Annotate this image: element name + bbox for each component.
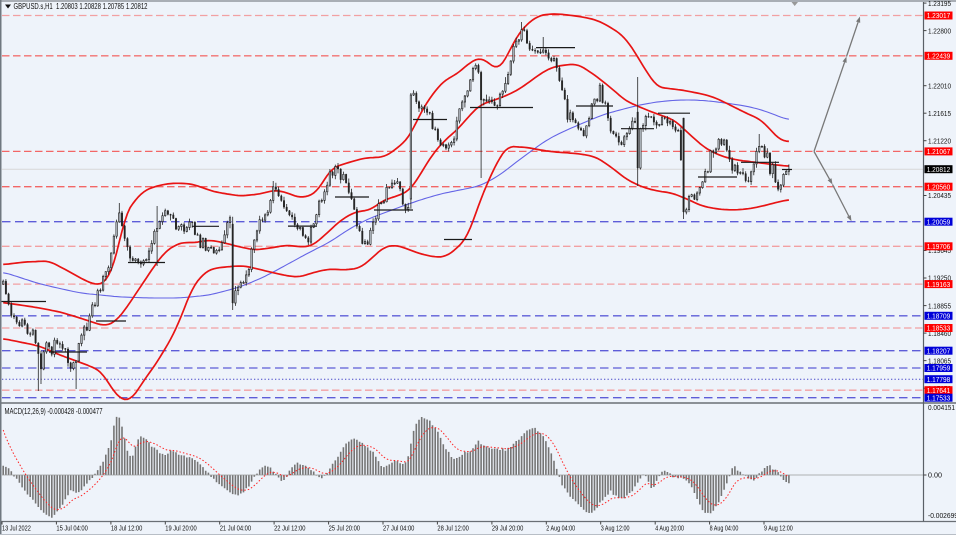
svg-text:1.22010: 1.22010	[928, 81, 951, 90]
svg-text:1.21067: 1.21067	[927, 147, 951, 156]
svg-text:1.19706: 1.19706	[927, 242, 951, 251]
svg-text:8 Aug 04:00: 8 Aug 04:00	[710, 523, 739, 532]
svg-text:29 Jul 20:00: 29 Jul 20:00	[492, 523, 523, 532]
svg-text:1.17798: 1.17798	[927, 375, 951, 384]
svg-text:1.18533: 1.18533	[927, 324, 951, 333]
svg-text:9 Aug 12:00: 9 Aug 12:00	[764, 523, 793, 532]
svg-text:1.19163: 1.19163	[927, 280, 951, 289]
svg-text:22 Jul 12:00: 22 Jul 12:00	[274, 523, 305, 532]
svg-text:1.18065: 1.18065	[928, 356, 951, 365]
svg-text:GBPUSD.s,H1 1.20803 1.20828 1: GBPUSD.s,H1 1.20803 1.20828 1.20785 1.20…	[14, 2, 148, 11]
svg-text:1.20059: 1.20059	[927, 217, 951, 226]
svg-text:1.17959: 1.17959	[927, 364, 951, 373]
svg-text:1.20560: 1.20560	[927, 182, 951, 191]
svg-text:1.18207: 1.18207	[927, 346, 951, 355]
svg-text:2 Aug 04:00: 2 Aug 04:00	[546, 523, 575, 532]
svg-text:1.21615: 1.21615	[928, 109, 951, 118]
svg-text:1.18709: 1.18709	[927, 312, 951, 321]
svg-text:1.22800: 1.22800	[928, 26, 951, 35]
svg-text:1.19645: 1.19645	[928, 246, 951, 255]
svg-text:1.17533: 1.17533	[927, 393, 951, 402]
svg-text:1.19250: 1.19250	[928, 274, 951, 283]
svg-text:1.23017: 1.23017	[927, 11, 951, 20]
svg-text:21 Jul 04:00: 21 Jul 04:00	[220, 523, 251, 532]
svg-text:3 Aug 12:00: 3 Aug 12:00	[601, 523, 630, 532]
svg-text:1.20435: 1.20435	[928, 191, 951, 200]
svg-text:1.18855: 1.18855	[928, 301, 951, 310]
svg-text:28 Jul 12:00: 28 Jul 12:00	[437, 523, 468, 532]
svg-text:1.18460: 1.18460	[928, 329, 951, 338]
svg-text:0.00: 0.00	[928, 471, 942, 480]
svg-text:0.004151: 0.004151	[928, 403, 955, 412]
svg-text:1.23195: 1.23195	[928, 0, 951, 8]
svg-text:4 Aug 20:00: 4 Aug 20:00	[655, 523, 684, 532]
svg-text:19 Jul 20:00: 19 Jul 20:00	[165, 523, 196, 532]
svg-text:1.17641: 1.17641	[927, 386, 951, 395]
svg-text:-0.002699: -0.002699	[928, 511, 956, 520]
svg-text:15 Jul 04:00: 15 Jul 04:00	[56, 523, 87, 532]
svg-text:27 Jul 04:00: 27 Jul 04:00	[383, 523, 414, 532]
svg-text:25 Jul 20:00: 25 Jul 20:00	[329, 523, 360, 532]
svg-text:18 Jul 12:00: 18 Jul 12:00	[111, 523, 142, 532]
svg-text:MACD(12,26,9) -0.000428 -0.000: MACD(12,26,9) -0.000428 -0.000477	[5, 407, 103, 416]
svg-text:1.21220: 1.21220	[928, 136, 951, 145]
svg-text:13 Jul 2022: 13 Jul 2022	[2, 523, 31, 532]
svg-text:1.20812: 1.20812	[927, 165, 951, 174]
svg-text:1.22439: 1.22439	[927, 52, 951, 61]
